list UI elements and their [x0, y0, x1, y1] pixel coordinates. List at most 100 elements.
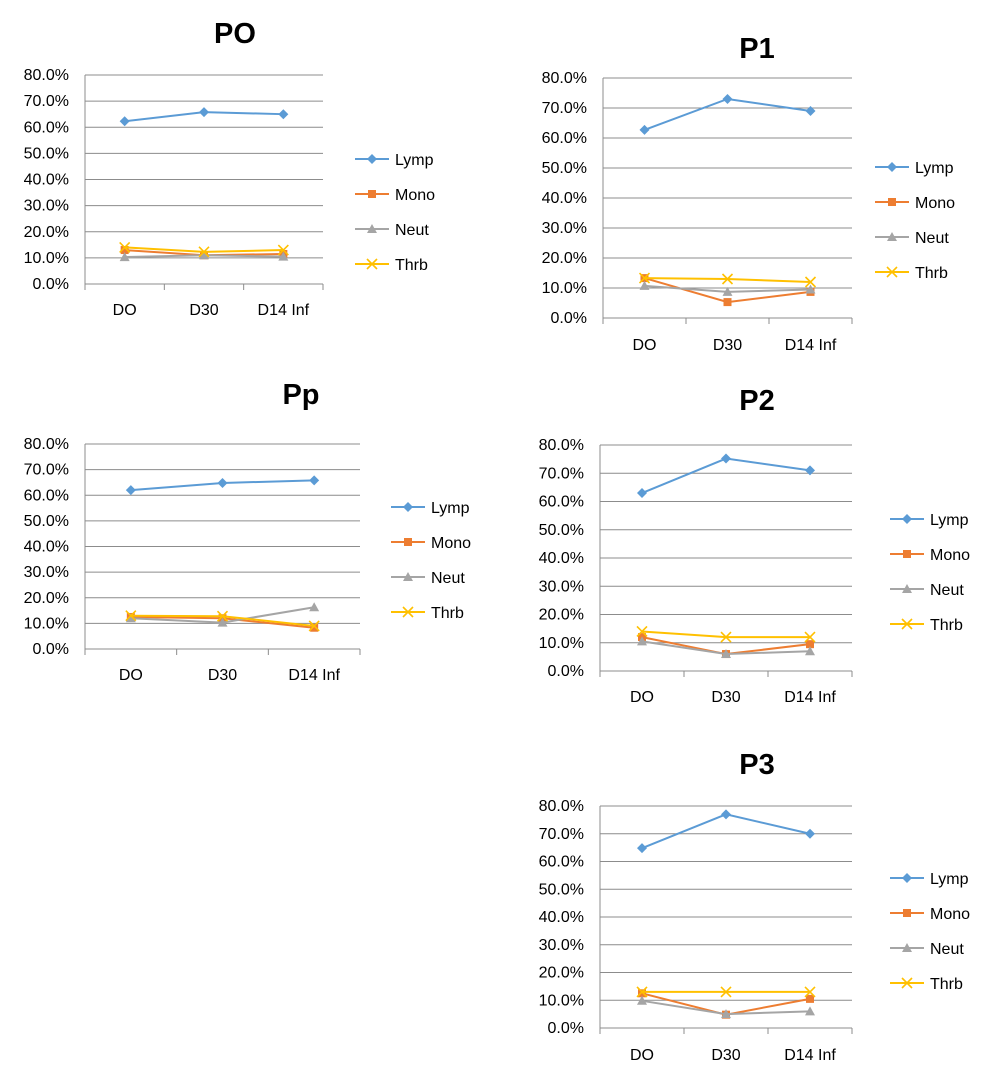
chart-panel-p1: P1 0.0% 10.0% 20.0% 30.0% 40.0% 50.0% 60.0% 70.0… [510, 0, 1000, 370]
chart-title-p3: P3 [739, 749, 774, 781]
point-thrb [720, 631, 732, 643]
y-tick-label: 80.0% [24, 67, 69, 84]
x-tick-label: D30 [189, 302, 218, 319]
point-lymp [125, 485, 136, 496]
point-lymp [805, 106, 816, 116]
point-mono [806, 640, 814, 649]
y-tick-label: 30.0% [24, 198, 69, 215]
legend-marker-lymp [902, 873, 912, 883]
series-lymp [119, 107, 289, 127]
x-tick-label: D30 [208, 667, 237, 684]
x-tick-label: D14 Inf [784, 1047, 836, 1064]
legend-label-mono: Mono [431, 535, 471, 552]
point-lymp [805, 465, 815, 476]
legend-item-thrb: Thrb [391, 605, 464, 622]
point-lymp [278, 109, 289, 120]
legend-label-neut: Neut [930, 582, 964, 599]
x-tick-label: D14 Inf [288, 667, 340, 684]
legend-item-neut: Neut [890, 941, 964, 958]
chart-title-p2: P2 [739, 385, 774, 417]
point-neut [217, 617, 228, 627]
legend-marker-lymp [902, 514, 912, 524]
point-mono [638, 989, 646, 998]
point-neut [721, 649, 731, 659]
y-tick-label: 30.0% [539, 937, 584, 954]
x-tick-label: DO [633, 337, 657, 354]
legend-label-neut: Neut [395, 222, 429, 239]
series-thrb [636, 625, 816, 643]
point-lymp [722, 94, 733, 104]
y-tick-label: 40.0% [539, 550, 584, 567]
y-tick-label: 20.0% [539, 965, 584, 982]
y-tick-label: 50.0% [24, 145, 69, 162]
series-lymp [637, 453, 815, 499]
legend-marker-thrb [901, 618, 913, 630]
chart-p1: P1 0.0% 10.0% 20.0% 30.0% 40.0% 50.0% 60.0% 70.0… [542, 33, 956, 354]
y-tick-label: 50.0% [24, 513, 69, 530]
legend-label-mono: Mono [930, 547, 970, 564]
point-lymp [199, 107, 209, 118]
y-tick-label: 40.0% [24, 172, 69, 189]
chart-panel-pp: Pp 0.0% 10.0% 20.0% 30.0% 40.0% 50.0% 60.0% 70.0… [0, 370, 490, 700]
x-tick-label: DO [630, 689, 654, 706]
point-neut [805, 646, 815, 656]
chart-panel-po: PO 0.0% 10.0% 20.0% 30.0% 40.0% 50.0% 60.0% 70.0… [0, 0, 490, 340]
y-tick-label: 30.0% [24, 564, 69, 581]
legend-marker-mono [404, 538, 412, 546]
legend-item-thrb: Thrb [890, 976, 963, 993]
point-neut [119, 252, 130, 262]
legend-item-thrb: Thrb [355, 257, 428, 274]
y-tick-label: 80.0% [542, 70, 587, 87]
chart-po: PO 0.0% 10.0% 20.0% 30.0% 40.0% 50.0% 60.0% 70.0… [24, 18, 436, 319]
y-tick-label: 10.0% [24, 615, 69, 632]
legend-item-lymp: Lymp [391, 500, 470, 517]
series-thrb [638, 272, 817, 288]
legend-marker-neut [902, 584, 912, 593]
legend-marker-neut [367, 224, 377, 233]
point-mono [723, 298, 732, 307]
point-thrb [720, 986, 732, 998]
series-thrb [119, 241, 289, 258]
chart-title-pp: Pp [282, 379, 319, 411]
legend-marker-lymp [367, 154, 377, 164]
legend-label-mono: Mono [930, 906, 970, 923]
y-tick-label: 20.0% [539, 607, 584, 624]
y-tick-label: 80.0% [539, 798, 584, 815]
point-thrb [804, 986, 816, 998]
x-tick-label: D14 Inf [785, 337, 837, 354]
legend-marker-thrb [366, 258, 378, 270]
point-mono [310, 623, 319, 632]
legend-label-neut: Neut [915, 230, 949, 247]
point-neut [199, 250, 209, 260]
y-tick-label: 50.0% [542, 160, 587, 177]
y-tick-label: 60.0% [539, 494, 584, 511]
point-thrb [125, 610, 137, 622]
chart-title-p1: P1 [739, 33, 774, 65]
legend-item-thrb: Thrb [890, 617, 963, 634]
point-neut [125, 613, 136, 623]
y-tick-label: 60.0% [542, 130, 587, 147]
series-line-lymp [641, 457, 811, 494]
legend-item-mono: Mono [355, 187, 435, 204]
legend-label-lymp: Lymp [915, 160, 954, 177]
legend-item-lymp: Lymp [875, 160, 954, 177]
point-neut [805, 1006, 815, 1016]
point-lymp [119, 116, 130, 127]
y-tick-label: 40.0% [542, 190, 587, 207]
legend-label-mono: Mono [915, 195, 955, 212]
series-neut [125, 602, 320, 627]
y-tick-label: 0.0% [33, 276, 69, 293]
legend-item-thrb: Thrb [875, 265, 948, 282]
point-thrb [638, 272, 651, 284]
y-tick-label: 10.0% [539, 992, 584, 1009]
legend-marker-mono [903, 550, 911, 558]
point-thrb [804, 276, 817, 288]
y-tick-label: 60.0% [24, 119, 69, 136]
point-thrb [721, 273, 734, 285]
chart-title-po: PO [214, 18, 256, 50]
series-neut [637, 995, 815, 1019]
x-tick-label: DO [119, 667, 143, 684]
legend-item-neut: Neut [875, 230, 949, 247]
legend-label-lymp: Lymp [395, 152, 434, 169]
point-lymp [309, 475, 320, 486]
